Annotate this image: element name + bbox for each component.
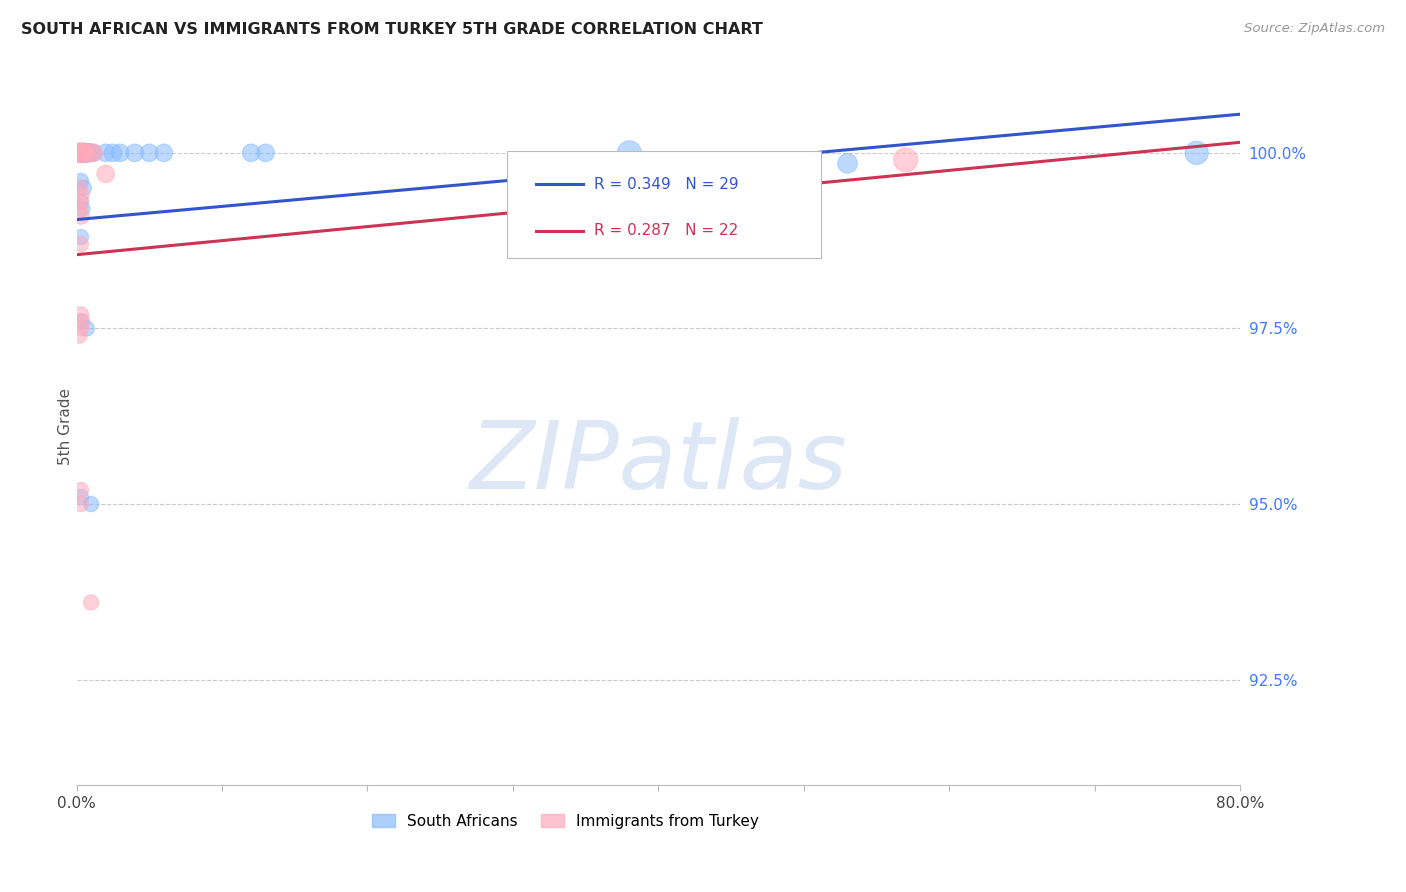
Point <box>70 209 93 223</box>
Point <box>138 145 160 160</box>
Point <box>69 145 91 160</box>
Point <box>101 145 124 160</box>
Point <box>70 230 93 244</box>
Point <box>70 145 93 160</box>
Point <box>69 181 91 195</box>
Point <box>69 328 91 343</box>
Point <box>619 145 641 160</box>
Point <box>70 490 93 504</box>
Point <box>80 497 103 511</box>
Point <box>70 497 93 511</box>
Point <box>153 145 176 160</box>
Text: SOUTH AFRICAN VS IMMIGRANTS FROM TURKEY 5TH GRADE CORRELATION CHART: SOUTH AFRICAN VS IMMIGRANTS FROM TURKEY … <box>21 22 763 37</box>
Point <box>70 321 93 335</box>
Point <box>82 145 104 160</box>
Point <box>69 202 91 216</box>
Point <box>70 174 93 188</box>
Point <box>80 595 103 609</box>
Legend: South Africans, Immigrants from Turkey: South Africans, Immigrants from Turkey <box>366 807 765 835</box>
Point <box>70 307 93 321</box>
Point <box>94 167 117 181</box>
Point <box>83 145 105 160</box>
Text: R = 0.349   N = 29: R = 0.349 N = 29 <box>595 177 740 192</box>
Point <box>124 145 146 160</box>
Point <box>837 156 859 170</box>
Point <box>70 194 93 209</box>
Point <box>70 145 93 160</box>
Text: R = 0.287   N = 22: R = 0.287 N = 22 <box>595 223 738 238</box>
Point <box>73 145 96 160</box>
Point <box>72 314 94 328</box>
Text: Source: ZipAtlas.com: Source: ZipAtlas.com <box>1244 22 1385 36</box>
Point <box>70 188 93 202</box>
Point <box>73 181 96 195</box>
Point <box>70 314 93 328</box>
Point <box>77 145 100 160</box>
Point <box>70 237 93 252</box>
Point <box>240 145 263 160</box>
Point <box>108 145 131 160</box>
Point <box>894 153 917 167</box>
Point <box>1185 145 1208 160</box>
Point <box>254 145 277 160</box>
Point <box>80 145 103 160</box>
Point <box>94 145 117 160</box>
Point <box>72 145 94 160</box>
Point <box>76 145 98 160</box>
Point <box>75 145 97 160</box>
Point <box>69 145 91 160</box>
Point <box>72 145 94 160</box>
Point <box>76 321 98 335</box>
Point <box>75 145 97 160</box>
Point <box>80 145 103 160</box>
Y-axis label: 5th Grade: 5th Grade <box>58 388 73 466</box>
Point <box>70 194 93 209</box>
Point <box>72 202 94 216</box>
FancyBboxPatch shape <box>508 151 821 259</box>
Point <box>70 483 93 497</box>
Text: ZIPatlas: ZIPatlas <box>470 417 848 508</box>
Point <box>73 145 96 160</box>
